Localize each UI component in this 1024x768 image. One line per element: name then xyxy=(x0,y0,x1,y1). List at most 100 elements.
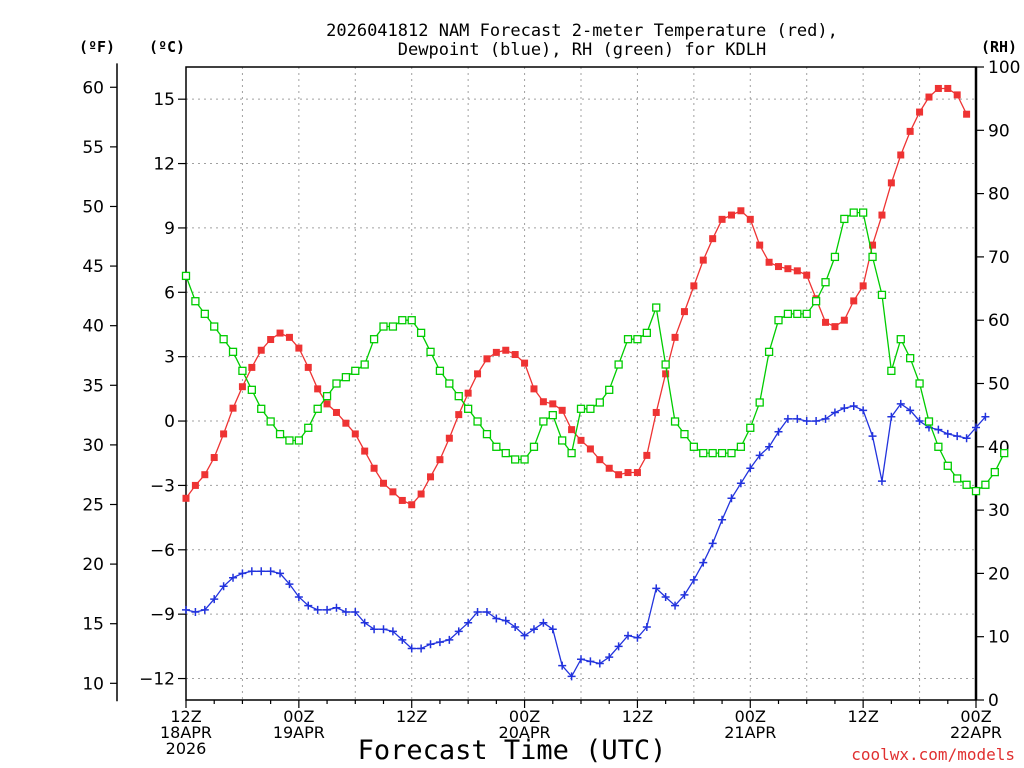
dewpoint-point xyxy=(558,661,567,670)
temperature-point xyxy=(662,370,670,378)
temperature-point xyxy=(944,84,952,92)
rh-point xyxy=(369,335,379,344)
rh-line xyxy=(185,211,1005,492)
dewpoint-point xyxy=(454,627,463,636)
series-dewpoint xyxy=(182,399,990,681)
temperature-point xyxy=(408,501,416,509)
dewpoint-point xyxy=(755,451,764,460)
rh-tick-label: 70 xyxy=(988,248,1010,268)
dewpoint-point xyxy=(699,558,708,567)
dewpoint-point xyxy=(727,494,736,503)
fahrenheit-tick-label: 10 xyxy=(82,674,104,694)
series-temperature xyxy=(182,84,971,509)
dewpoint-point xyxy=(492,614,501,623)
rh-point xyxy=(445,379,454,388)
temperature-point xyxy=(455,411,463,419)
temperature-point xyxy=(398,496,406,504)
celsius-tick-label: 3 xyxy=(164,348,175,368)
dewpoint-point xyxy=(661,593,670,602)
rh-point xyxy=(285,436,294,445)
celsius-tick-label: −12 xyxy=(139,670,175,690)
chart-title-line2: Dewpoint (blue), RH (green) for KDLH xyxy=(398,40,766,60)
rh-point xyxy=(840,214,849,224)
celsius-tick-label: 6 xyxy=(164,283,175,303)
temperature-point xyxy=(521,359,529,367)
temperature-point xyxy=(652,408,660,416)
temperature-point xyxy=(332,408,340,416)
temperature-point xyxy=(906,127,914,135)
rh-point xyxy=(717,448,727,458)
rh-point xyxy=(764,347,774,357)
temperature-point xyxy=(586,445,594,453)
rh-point xyxy=(868,252,877,262)
rh-point xyxy=(558,436,567,445)
dewpoint-point xyxy=(708,539,717,548)
rh-point xyxy=(304,423,313,432)
temperature-point xyxy=(775,263,782,271)
rh-point xyxy=(821,278,830,287)
rh-point xyxy=(332,379,341,388)
dewpoint-point xyxy=(943,429,952,438)
dewpoint-point xyxy=(238,569,247,578)
rh-point xyxy=(492,442,501,451)
dewpoint-point xyxy=(689,575,698,584)
dewpoint-point xyxy=(548,625,557,634)
x-axis-label: Forecast Time (UTC) xyxy=(358,735,667,766)
temperature-point xyxy=(229,404,237,412)
dewpoint-point xyxy=(671,601,680,610)
dewpoint-point xyxy=(736,479,745,488)
rh-point xyxy=(858,208,868,217)
rh-tick-label: 80 xyxy=(988,185,1010,205)
rh-point xyxy=(200,309,209,319)
temperature-point xyxy=(869,241,877,249)
temperature-point xyxy=(784,265,792,273)
temperature-point xyxy=(737,207,745,215)
rh-point xyxy=(586,404,595,413)
dewpoint-point xyxy=(840,404,849,413)
temperature-point xyxy=(427,473,435,481)
rh-point xyxy=(539,417,548,426)
rh-tick-label: 30 xyxy=(988,501,1010,521)
dewpoint-point xyxy=(765,442,774,451)
celsius-tick-label: 9 xyxy=(164,219,175,239)
rh-tick-label: 60 xyxy=(988,311,1010,331)
rh-point xyxy=(605,385,614,394)
x-tick-label: 21APR xyxy=(724,723,776,742)
dewpoint-point xyxy=(962,434,971,443)
dewpoint-point xyxy=(981,412,990,421)
dewpoint-point xyxy=(887,412,896,421)
rh-point xyxy=(520,455,529,464)
rh-point xyxy=(633,335,642,344)
dewpoint-point xyxy=(473,608,482,617)
dewpoint-point xyxy=(285,580,294,589)
fahrenheit-tick-label: 50 xyxy=(82,197,104,217)
dewpoint-point xyxy=(859,406,868,415)
rh-point xyxy=(511,455,520,464)
celsius-tick-label: 12 xyxy=(153,155,175,175)
data-series xyxy=(181,84,1009,681)
dewpoint-point xyxy=(934,425,943,434)
x-tick-label: 18APR xyxy=(160,723,212,742)
dewpoint-point xyxy=(633,633,642,642)
rh-point xyxy=(830,252,840,262)
dewpoint-point xyxy=(388,627,397,636)
dewpoint-point xyxy=(200,605,209,614)
rh-point xyxy=(623,335,633,344)
dewpoint-point xyxy=(511,623,520,632)
rh-point xyxy=(454,392,463,401)
rh-point xyxy=(275,429,285,439)
temperature-point xyxy=(285,333,293,341)
rh-point xyxy=(699,448,708,458)
rh-point xyxy=(652,303,661,312)
fahrenheit-unit-label: (ºF) xyxy=(79,38,115,56)
rh-tick-label: 0 xyxy=(988,691,999,711)
dewpoint-point xyxy=(520,631,529,640)
dewpoint-point xyxy=(407,644,416,653)
fahrenheit-tick-label: 55 xyxy=(82,138,104,158)
temperature-point xyxy=(361,447,369,455)
dewpoint-point xyxy=(915,417,924,426)
temperature-point xyxy=(878,211,886,219)
temperature-point xyxy=(916,108,924,116)
dewpoint-point xyxy=(605,653,614,662)
